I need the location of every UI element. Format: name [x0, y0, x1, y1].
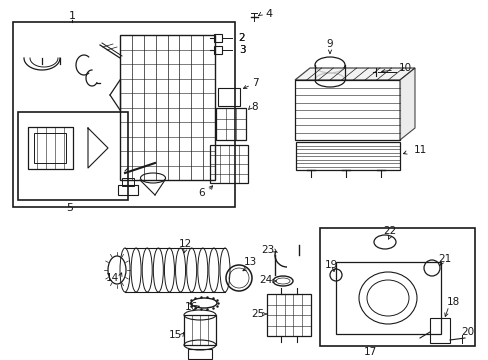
Bar [118, 185, 138, 195]
Bar [122, 178, 134, 186]
Bar [120, 35, 215, 180]
Text: 5: 5 [66, 203, 73, 213]
Text: 14: 14 [105, 273, 119, 283]
Bar [209, 145, 247, 183]
Text: 15: 15 [168, 330, 181, 340]
Text: 19: 19 [324, 260, 337, 270]
Text: 22: 22 [383, 226, 396, 236]
Text: 20: 20 [461, 327, 473, 337]
Text: 8: 8 [251, 102, 258, 112]
Bar [183, 315, 216, 345]
Bar [13, 22, 235, 207]
Text: 17: 17 [363, 347, 376, 357]
Bar [216, 108, 245, 140]
Text: 4: 4 [265, 9, 272, 19]
Text: 18: 18 [446, 297, 459, 307]
Bar [214, 46, 222, 54]
Bar [18, 112, 128, 200]
Bar [28, 127, 73, 169]
Text: 2: 2 [238, 33, 245, 43]
Text: 13: 13 [243, 257, 256, 267]
Text: 24: 24 [259, 275, 272, 285]
Text: 11: 11 [412, 145, 426, 155]
Text: 25: 25 [251, 309, 264, 319]
Text: 10: 10 [398, 63, 411, 73]
Text: 12: 12 [178, 239, 191, 249]
Polygon shape [399, 68, 414, 140]
Bar [218, 88, 240, 106]
Polygon shape [294, 68, 414, 80]
Text: 9: 9 [326, 39, 333, 49]
Bar [214, 34, 222, 42]
Text: 7: 7 [251, 78, 258, 88]
Text: 6: 6 [198, 188, 205, 198]
Bar [294, 80, 399, 140]
Bar [319, 228, 474, 346]
Text: 16: 16 [184, 302, 197, 312]
Text: 2: 2 [238, 33, 245, 43]
Bar [187, 349, 212, 359]
Text: 23: 23 [261, 245, 274, 255]
Text: 1: 1 [68, 11, 75, 21]
Bar [295, 142, 399, 170]
Bar [34, 133, 66, 163]
Text: 3: 3 [238, 45, 245, 55]
Bar [429, 318, 449, 343]
Bar [335, 262, 440, 334]
Text: 21: 21 [437, 254, 451, 264]
Text: 3: 3 [238, 45, 245, 55]
Bar [266, 294, 310, 336]
